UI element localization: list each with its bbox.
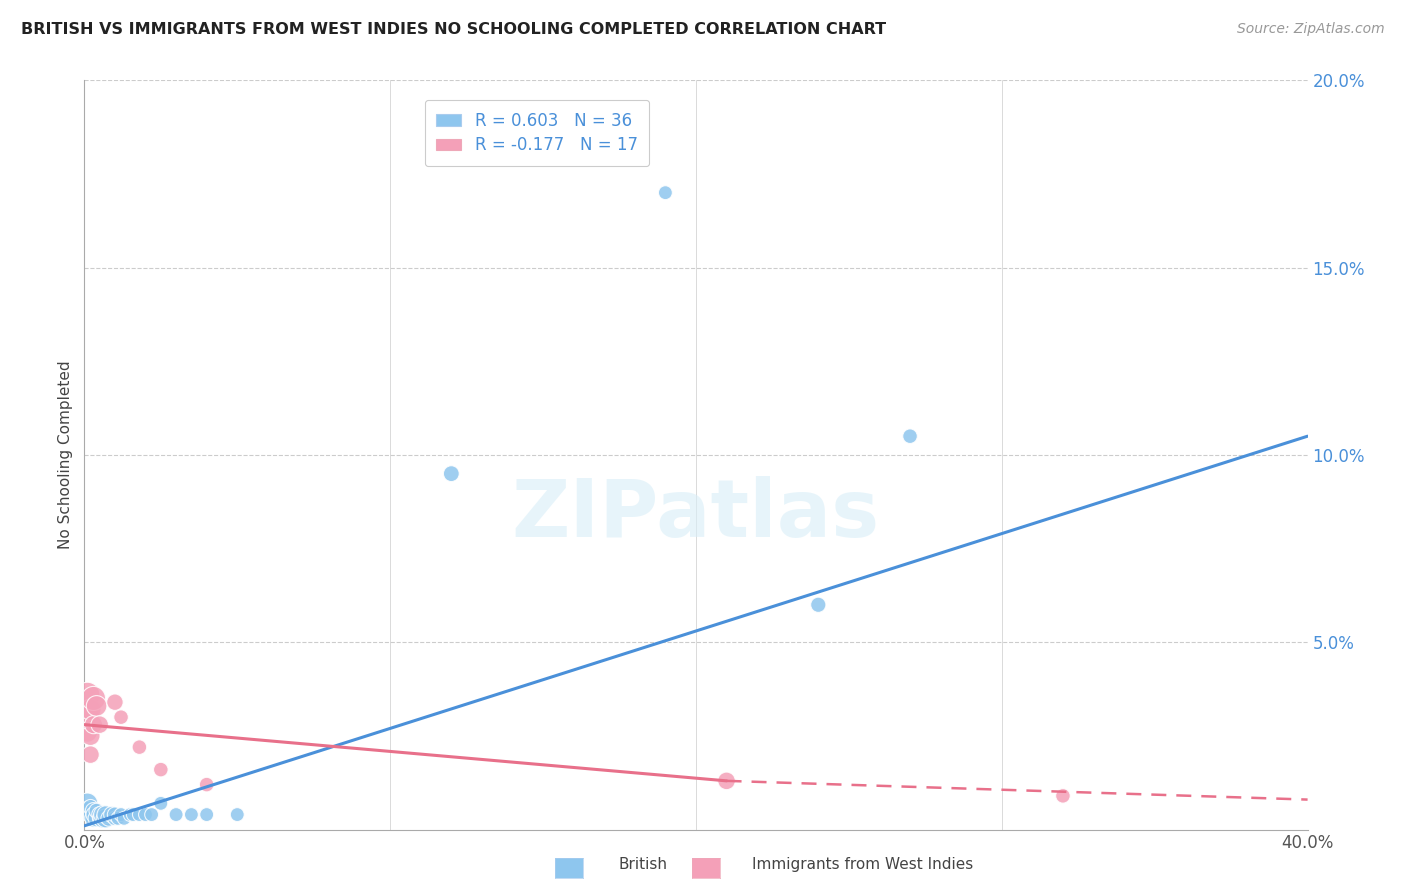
Text: Source: ZipAtlas.com: Source: ZipAtlas.com	[1237, 22, 1385, 37]
Point	[79, 703, 101, 717]
Point	[91, 807, 114, 822]
Point	[76, 688, 98, 702]
Point	[898, 429, 921, 443]
Point	[195, 778, 218, 792]
Point	[104, 807, 127, 822]
Point	[79, 807, 101, 822]
Point	[141, 807, 163, 822]
Point	[79, 747, 101, 762]
Point	[76, 725, 98, 739]
Point	[76, 797, 98, 811]
Text: BRITISH VS IMMIGRANTS FROM WEST INDIES NO SCHOOLING COMPLETED CORRELATION CHART: BRITISH VS IMMIGRANTS FROM WEST INDIES N…	[21, 22, 886, 37]
Point	[135, 807, 157, 822]
Point	[120, 807, 142, 822]
Point	[83, 804, 105, 818]
Point	[91, 811, 114, 825]
Point	[128, 740, 150, 755]
Point	[89, 807, 111, 822]
Point	[76, 706, 98, 721]
Point	[107, 811, 129, 825]
Point	[83, 717, 105, 731]
Point	[110, 807, 132, 822]
Point	[83, 811, 105, 825]
Point	[97, 811, 120, 825]
Point	[104, 695, 127, 709]
Text: British: British	[619, 857, 668, 872]
Text: Immigrants from West Indies: Immigrants from West Indies	[752, 857, 973, 872]
Point	[94, 811, 117, 825]
Point	[654, 186, 676, 200]
Point	[195, 807, 218, 822]
Point	[79, 729, 101, 743]
Legend: R = 0.603   N = 36, R = -0.177   N = 17: R = 0.603 N = 36, R = -0.177 N = 17	[425, 100, 650, 166]
Y-axis label: No Schooling Completed: No Schooling Completed	[58, 360, 73, 549]
Point	[112, 811, 135, 825]
Point	[165, 807, 187, 822]
Point	[86, 811, 108, 825]
Point	[86, 698, 108, 713]
Point	[101, 807, 124, 822]
Point	[122, 807, 145, 822]
Point	[807, 598, 830, 612]
Point	[89, 811, 111, 825]
Point	[1052, 789, 1074, 803]
Point	[149, 797, 172, 811]
Point	[110, 710, 132, 724]
Point	[83, 691, 105, 706]
Point	[89, 717, 111, 731]
Point	[180, 807, 202, 822]
Text: ZIPatlas: ZIPatlas	[512, 475, 880, 554]
Point	[226, 807, 249, 822]
Point	[104, 811, 127, 825]
Point	[76, 804, 98, 818]
Point	[79, 800, 101, 814]
Point	[440, 467, 463, 481]
Point	[86, 804, 108, 818]
Point	[94, 807, 117, 822]
Point	[128, 807, 150, 822]
Point	[149, 763, 172, 777]
Point	[716, 773, 738, 788]
Point	[83, 807, 105, 822]
